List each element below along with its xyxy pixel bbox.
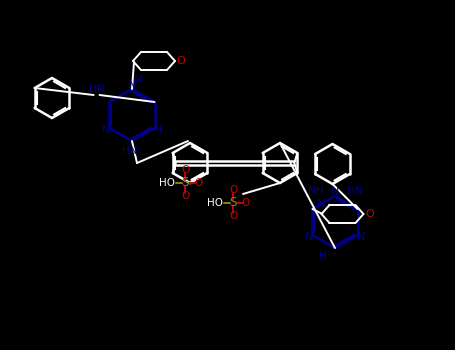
Text: HO: HO: [207, 198, 223, 208]
Text: O: O: [181, 165, 189, 175]
Text: O: O: [365, 209, 374, 219]
Text: NH: NH: [308, 186, 323, 196]
Text: N: N: [154, 125, 162, 135]
Text: N: N: [134, 75, 142, 85]
Text: N: N: [317, 199, 326, 209]
Text: N: N: [357, 232, 365, 242]
Text: O: O: [242, 198, 250, 208]
Text: S: S: [229, 196, 237, 210]
Text: O: O: [177, 56, 185, 66]
Text: O: O: [229, 211, 237, 221]
Text: O: O: [229, 185, 237, 195]
Text: HN: HN: [122, 146, 138, 156]
Text: O: O: [181, 191, 189, 201]
Text: O: O: [194, 178, 202, 188]
Text: N: N: [305, 232, 313, 242]
Text: N: N: [128, 80, 136, 90]
Text: N: N: [331, 187, 339, 197]
Text: HN: HN: [347, 186, 363, 196]
Text: S: S: [182, 176, 189, 189]
Text: HO: HO: [159, 178, 175, 188]
Text: H: H: [319, 251, 327, 261]
Text: HN: HN: [89, 84, 104, 94]
Text: N: N: [102, 125, 110, 135]
